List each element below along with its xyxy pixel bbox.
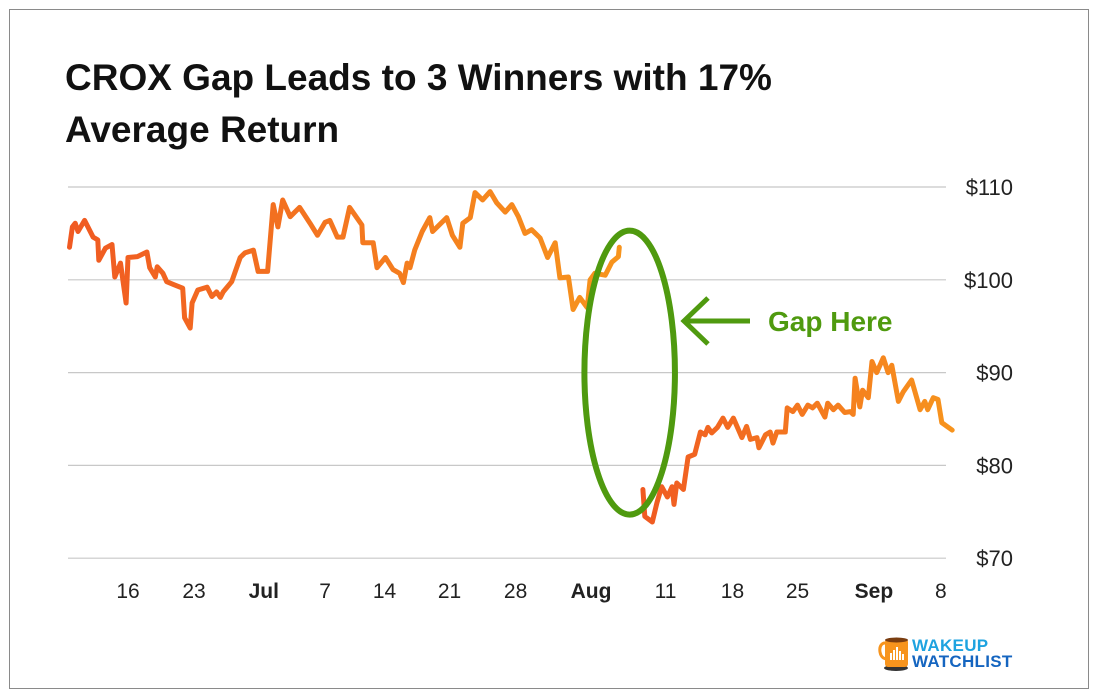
y-tick-label: $80 — [976, 453, 1013, 478]
price-line-before-gap — [67, 189, 622, 331]
chart-title: CROX Gap Leads to 3 Winners with 17% Ave… — [65, 52, 965, 156]
x-tick-label: 25 — [786, 580, 809, 603]
coffee-mug-icon — [878, 637, 908, 671]
x-tick-label: 16 — [116, 580, 139, 603]
x-tick-label: 8 — [935, 580, 947, 603]
x-tick-label: 7 — [319, 580, 331, 603]
y-tick-label: $90 — [976, 361, 1013, 386]
x-tick-label: 21 — [438, 580, 461, 603]
x-tick-label: 23 — [182, 580, 205, 603]
x-tick-label: Jul — [249, 580, 279, 603]
x-tick-label: Aug — [571, 580, 612, 603]
logo-text-watchlist: WATCHLIST — [912, 652, 1013, 671]
x-tick-label: 18 — [721, 580, 744, 603]
y-tick-label: $110 — [966, 175, 1013, 200]
arrow-left-icon — [680, 296, 750, 346]
wakeup-watchlist-logo: WAKEUP WATCHLIST — [878, 633, 1048, 673]
gap-ellipse — [581, 227, 678, 518]
x-tick-label: 14 — [373, 580, 397, 603]
gap-here-label: Gap Here — [768, 306, 893, 337]
price-line-after-gap — [640, 355, 955, 525]
chart-frame — [9, 9, 1089, 689]
x-tick-label: 11 — [655, 580, 677, 603]
y-tick-label: $70 — [976, 546, 1013, 571]
title-line-2: Average Return — [65, 109, 340, 150]
x-tick-label: Sep — [855, 580, 894, 603]
title-line-1: CROX Gap Leads to 3 Winners with 17% — [65, 57, 772, 98]
logo-text-wakeup: WAKEUP — [912, 636, 989, 655]
x-tick-label: 28 — [504, 580, 527, 603]
y-tick-label: $100 — [964, 268, 1013, 293]
